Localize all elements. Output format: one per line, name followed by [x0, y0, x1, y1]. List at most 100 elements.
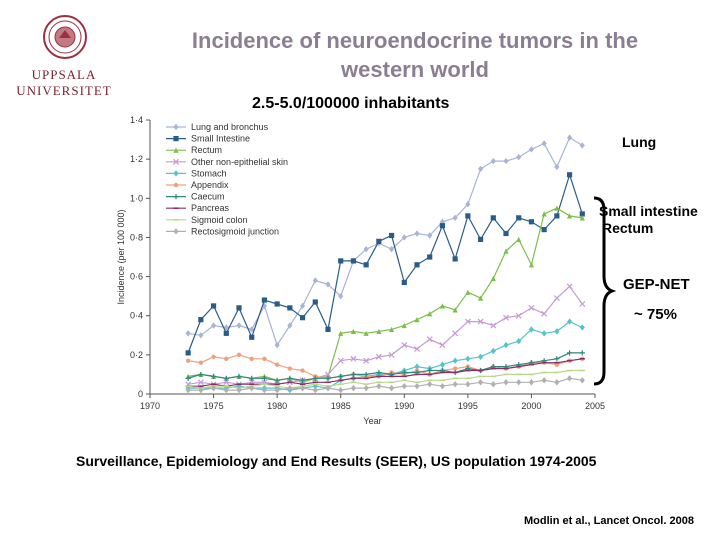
x-tick-label: 1980 [267, 401, 287, 411]
data-point [528, 219, 535, 225]
data-point [452, 307, 458, 313]
series-line [188, 136, 583, 347]
data-point [566, 283, 573, 290]
x-tick-label: 2005 [585, 401, 605, 411]
data-point [401, 342, 408, 349]
data-point [503, 379, 509, 386]
series-line [187, 172, 583, 354]
chart-axes: 0 0·2 0·4 0·6 0·8 1·0 1·2 1·4 1970 1975 1980 1985 19… [130, 115, 605, 411]
legend-label: Other non-epithelial skin [191, 157, 288, 167]
series-small-intestine [185, 172, 585, 356]
data-point [566, 172, 573, 178]
data-point [579, 211, 585, 217]
y-axis-title: Incidence (per 100 000) [116, 209, 126, 304]
data-point [579, 350, 585, 356]
university-seal-icon [43, 15, 87, 59]
x-tick-label: 2000 [521, 401, 541, 411]
data-point [325, 375, 331, 381]
data-point [452, 256, 458, 262]
data-point [173, 147, 179, 153]
data-point [338, 258, 344, 264]
legend-item: Pancreas [166, 203, 230, 213]
data-point [350, 384, 357, 392]
legend-item: Lung and bronchus [166, 122, 269, 132]
data-point [274, 377, 280, 383]
data-point [541, 377, 547, 384]
data-point [376, 238, 382, 244]
data-point [477, 379, 484, 386]
data-point [249, 375, 255, 381]
data-point [554, 205, 560, 211]
data-point [172, 158, 180, 165]
x-tick-label: 1990 [394, 401, 414, 411]
legend-label: Stomach [191, 168, 227, 178]
data-point [376, 369, 382, 376]
data-point [502, 314, 510, 321]
data-point [554, 356, 560, 362]
legend-item: Other non-epithelial skin [166, 157, 288, 167]
data-point [198, 332, 204, 339]
data-point [375, 353, 382, 360]
data-point [223, 375, 229, 381]
x-tick-label: 1975 [204, 401, 224, 411]
data-point [414, 317, 420, 323]
data-point [477, 236, 484, 242]
data-point [452, 357, 458, 364]
data-point [173, 182, 179, 188]
data-point [363, 384, 369, 392]
data-point [427, 232, 433, 239]
data-point [197, 379, 204, 386]
data-point [350, 355, 357, 362]
data-point [363, 262, 369, 268]
data-point [579, 300, 586, 307]
data-point [516, 215, 522, 221]
legend-label: Small Intestine [191, 134, 250, 144]
data-point [554, 213, 560, 219]
data-point [236, 352, 242, 358]
data-point [388, 351, 395, 358]
data-point [414, 230, 420, 237]
data-point [452, 381, 458, 388]
data-point [541, 140, 547, 147]
data-point [465, 289, 471, 295]
data-point [528, 326, 535, 333]
data-point [388, 232, 395, 239]
data-point [464, 318, 471, 325]
data-point [287, 366, 293, 371]
data-point [566, 318, 573, 325]
data-point [198, 360, 204, 365]
y-tick-label: 0 [138, 389, 143, 399]
data-point [363, 371, 369, 378]
data-point [503, 248, 509, 254]
y-tick-label: 1·0 [130, 193, 143, 203]
data-point [401, 382, 407, 390]
incidence-line-chart: 0 0·2 0·4 0·6 0·8 1·0 1·2 1·4 1970 1975 1980 1985 19… [116, 115, 605, 426]
data-point [401, 369, 407, 376]
data-point [210, 303, 217, 309]
data-point [554, 163, 560, 171]
data-point [528, 304, 535, 311]
data-point [363, 245, 369, 253]
data-point [528, 379, 535, 386]
data-point [363, 357, 370, 364]
data-point [262, 356, 267, 361]
data-point [173, 194, 179, 200]
legend-item: Appendix [166, 180, 229, 190]
data-point [173, 170, 179, 177]
legend-item: Rectum [166, 145, 222, 155]
logo-line-2: UNIVERSITET [16, 83, 112, 98]
incidence-subtitle: 2.5-5.0/100000 inhabitants [252, 95, 450, 112]
data-point [439, 361, 446, 368]
data-point [579, 215, 585, 221]
data-point [185, 350, 191, 356]
data-point [516, 337, 522, 345]
citation: Modlin et al., Lancet Oncol. 2008 [524, 515, 694, 527]
data-point [452, 366, 458, 371]
data-point [541, 211, 547, 217]
data-point [477, 353, 484, 361]
data-point [223, 386, 229, 394]
data-point [503, 341, 509, 349]
legend-item: Sigmoid colon [166, 215, 248, 225]
data-point [185, 358, 191, 363]
data-point [566, 213, 573, 219]
